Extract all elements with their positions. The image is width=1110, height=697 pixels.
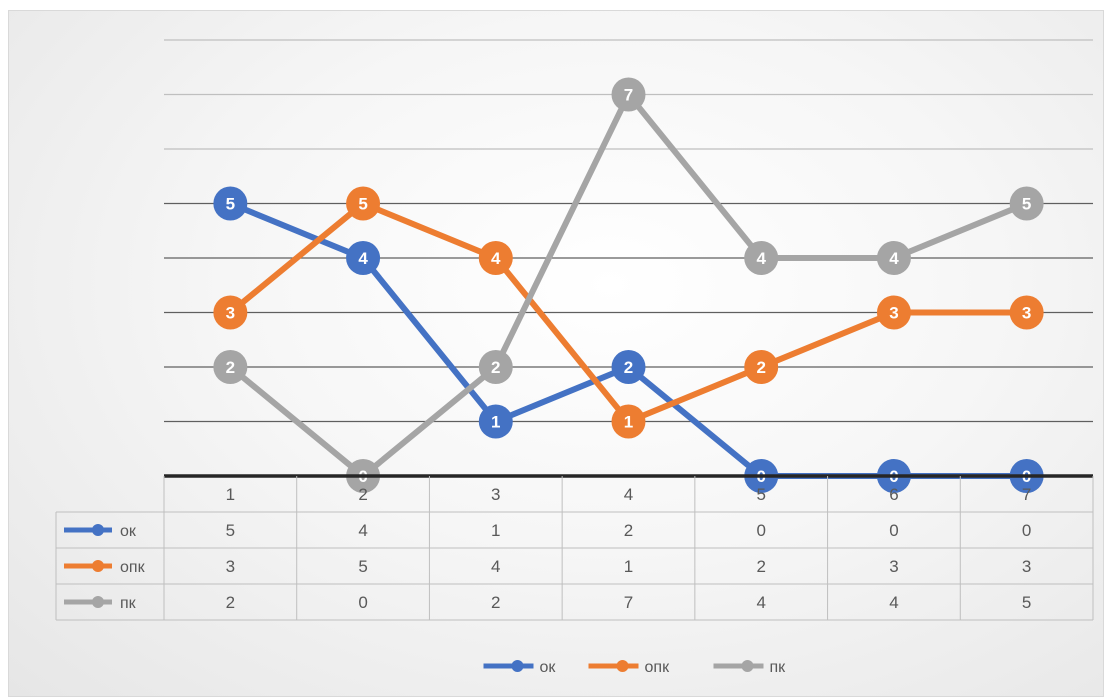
table-cell: 7 [624, 593, 633, 612]
data-label: 2 [226, 358, 235, 377]
data-label: 5 [358, 195, 367, 214]
table-cell: 4 [889, 593, 898, 612]
data-point [213, 295, 248, 330]
table-series-name: опк [120, 559, 146, 576]
data-label: 2 [624, 358, 633, 377]
data-point [611, 77, 646, 112]
gridlines [164, 39, 1093, 423]
table-header-cell: 2 [358, 485, 367, 504]
table-cell: 2 [624, 521, 633, 540]
table-key-marker [92, 560, 104, 572]
table-header-cell: 4 [624, 485, 633, 504]
table-cell: 5 [1022, 593, 1031, 612]
table-cell: 4 [491, 557, 500, 576]
table-series-name: пк [120, 595, 137, 612]
table-cell: 3 [889, 557, 898, 576]
line-chart: 5 4 1 2 0 0 0 3 5 4 1 2 3 3 2 0 2 7 4 4 5 1 2 3 4 5 6 7 ок 5 4 1 2 0 0 0 оп… [55, 39, 1094, 676]
table-cell: 2 [756, 557, 765, 576]
data-label: 3 [889, 304, 898, 323]
table-cell: 0 [1022, 521, 1031, 540]
table-header-cell: 7 [1022, 485, 1031, 504]
table-key-marker [92, 524, 104, 536]
table-cell: 3 [1022, 557, 1031, 576]
series-layer: 541200035412332027445 [164, 77, 1093, 493]
table-key-marker [92, 596, 104, 608]
data-point [744, 241, 779, 275]
data-point [611, 350, 646, 384]
data-label: 5 [226, 195, 235, 214]
table-header-cell: 1 [226, 485, 235, 504]
data-point [346, 186, 381, 221]
legend-key-marker [616, 660, 629, 672]
table-cell: 0 [756, 521, 765, 540]
data-label: 4 [358, 249, 368, 268]
table-cell: 5 [358, 557, 367, 576]
table-cell: 1 [624, 557, 633, 576]
table-header-cell: 5 [756, 485, 765, 504]
data-point [213, 186, 248, 221]
data-label: 2 [491, 358, 500, 377]
data-label: 1 [491, 413, 500, 432]
data-point [213, 350, 248, 384]
table-cell: 2 [491, 593, 500, 612]
data-point [876, 295, 911, 330]
data-point [478, 241, 513, 275]
legend: ок опк пк [483, 659, 787, 676]
table-cell: 0 [358, 593, 367, 612]
data-label: 5 [1022, 195, 1031, 214]
table-header-cell: 3 [491, 485, 500, 504]
table-cell: 4 [358, 521, 367, 540]
table-series-name: ок [120, 523, 137, 540]
data-label: 4 [889, 249, 899, 268]
table-cell: 5 [226, 521, 235, 540]
chart-area: 5 4 1 2 0 0 0 3 5 4 1 2 3 3 2 0 2 7 4 4 5 1 2 3 4 5 6 7 ок 5 4 1 2 0 0 0 оп… [8, 10, 1104, 697]
data-table: 1 2 3 4 5 6 7 ок 5 4 1 2 0 0 0 опк 3 5 4 1 2 3 3 пк 2 0 2 7 4 4 5 [55, 476, 1094, 621]
legend-item-label: опк [645, 659, 671, 676]
data-label: 4 [756, 249, 766, 268]
data-label: 3 [226, 304, 235, 323]
data-point [1009, 295, 1044, 330]
data-label: 2 [756, 358, 765, 377]
table-cell: 3 [226, 557, 235, 576]
table-cell: 2 [226, 593, 235, 612]
data-label: 3 [1022, 304, 1031, 323]
table-cell: 1 [491, 521, 500, 540]
legend-item-label: пк [770, 659, 787, 676]
data-label: 1 [624, 413, 633, 432]
legend-key-marker [741, 660, 754, 672]
table-cell: 0 [889, 521, 898, 540]
data-point [478, 350, 513, 384]
data-point [478, 404, 513, 439]
data-point [876, 241, 911, 275]
data-point [346, 241, 381, 275]
table-cell: 4 [756, 593, 765, 612]
legend-key-marker [511, 660, 524, 672]
data-label: 7 [624, 86, 633, 105]
legend-item-label: ок [540, 659, 557, 676]
table-header-cell: 6 [889, 485, 898, 504]
data-point [744, 350, 779, 384]
data-point [611, 404, 646, 439]
data-point [1009, 186, 1044, 221]
data-label: 4 [491, 249, 501, 268]
